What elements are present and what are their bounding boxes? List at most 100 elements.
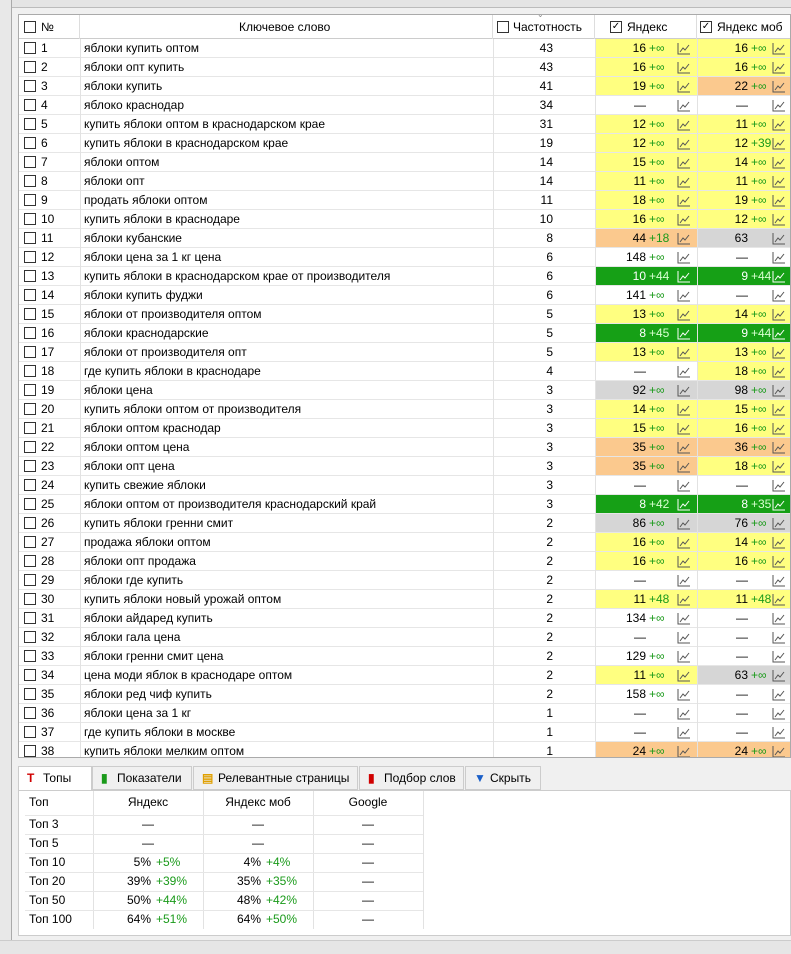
row-checkbox[interactable] xyxy=(24,327,36,339)
chart-icon[interactable] xyxy=(772,137,786,150)
chart-icon[interactable] xyxy=(677,517,691,530)
row-checkbox[interactable] xyxy=(24,270,36,282)
chart-icon[interactable] xyxy=(772,213,786,226)
chart-icon[interactable] xyxy=(677,422,691,435)
row-checkbox[interactable] xyxy=(24,213,36,225)
chart-icon[interactable] xyxy=(772,650,786,663)
left-splitter[interactable] xyxy=(0,0,12,940)
header-keyword[interactable]: Ключевое слово xyxy=(239,20,331,34)
chart-icon[interactable] xyxy=(772,422,786,435)
chart-icon[interactable] xyxy=(677,441,691,454)
row-checkbox[interactable] xyxy=(24,422,36,434)
chart-icon[interactable] xyxy=(677,460,691,473)
chart-icon[interactable] xyxy=(772,251,786,264)
row-checkbox[interactable] xyxy=(24,232,36,244)
tab[interactable]: ▮ Подбор слов xyxy=(359,766,464,790)
chart-icon[interactable] xyxy=(677,498,691,511)
chart-icon[interactable] xyxy=(677,61,691,74)
chart-icon[interactable] xyxy=(677,137,691,150)
row-checkbox[interactable] xyxy=(24,42,36,54)
row-checkbox[interactable] xyxy=(24,593,36,605)
chart-icon[interactable] xyxy=(772,289,786,302)
chart-icon[interactable] xyxy=(772,631,786,644)
row-checkbox[interactable] xyxy=(24,251,36,263)
chart-icon[interactable] xyxy=(677,688,691,701)
tab[interactable]: ▤ Релевантные страницы xyxy=(193,766,358,790)
row-checkbox[interactable] xyxy=(24,650,36,662)
row-checkbox[interactable] xyxy=(24,631,36,643)
row-checkbox[interactable] xyxy=(24,479,36,491)
chart-icon[interactable] xyxy=(772,156,786,169)
chart-icon[interactable] xyxy=(677,365,691,378)
row-checkbox[interactable] xyxy=(24,574,36,586)
chart-icon[interactable] xyxy=(772,555,786,568)
row-checkbox[interactable] xyxy=(24,80,36,92)
row-checkbox[interactable] xyxy=(24,365,36,377)
chart-icon[interactable] xyxy=(772,384,786,397)
chart-icon[interactable] xyxy=(677,251,691,264)
chart-icon[interactable] xyxy=(677,536,691,549)
chart-icon[interactable] xyxy=(772,327,786,340)
row-checkbox[interactable] xyxy=(24,61,36,73)
chart-icon[interactable] xyxy=(772,707,786,720)
tab[interactable]: ▼ Скрыть xyxy=(465,766,541,790)
row-checkbox[interactable] xyxy=(24,156,36,168)
chart-icon[interactable] xyxy=(772,517,786,530)
chart-icon[interactable] xyxy=(677,346,691,359)
row-checkbox[interactable] xyxy=(24,289,36,301)
row-checkbox[interactable] xyxy=(24,384,36,396)
chart-icon[interactable] xyxy=(772,593,786,606)
chart-icon[interactable] xyxy=(772,232,786,245)
frequency-checkbox[interactable] xyxy=(497,21,509,33)
chart-icon[interactable] xyxy=(677,270,691,283)
tab-label[interactable]: Подбор слов xyxy=(384,771,456,785)
chart-icon[interactable] xyxy=(677,327,691,340)
row-checkbox[interactable] xyxy=(24,517,36,529)
row-checkbox[interactable] xyxy=(24,707,36,719)
chart-icon[interactable] xyxy=(772,460,786,473)
chart-icon[interactable] xyxy=(677,213,691,226)
chart-icon[interactable] xyxy=(677,707,691,720)
chart-icon[interactable] xyxy=(677,745,691,758)
row-checkbox[interactable] xyxy=(24,536,36,548)
tab-label[interactable]: Показатели xyxy=(117,771,182,785)
chart-icon[interactable] xyxy=(677,384,691,397)
chart-icon[interactable] xyxy=(677,156,691,169)
row-checkbox[interactable] xyxy=(24,403,36,415)
chart-icon[interactable] xyxy=(772,80,786,93)
tab[interactable]: ▮ Показатели xyxy=(92,766,192,790)
chart-icon[interactable] xyxy=(772,365,786,378)
chart-icon[interactable] xyxy=(677,80,691,93)
chart-icon[interactable] xyxy=(677,194,691,207)
engine-checkbox[interactable]: ✓ xyxy=(610,21,622,33)
chart-icon[interactable] xyxy=(677,631,691,644)
chart-icon[interactable] xyxy=(677,42,691,55)
row-checkbox[interactable] xyxy=(24,441,36,453)
chart-icon[interactable] xyxy=(677,612,691,625)
row-checkbox[interactable] xyxy=(24,99,36,111)
chart-icon[interactable] xyxy=(772,726,786,739)
header-yandex[interactable]: Яндекс xyxy=(627,20,668,34)
chart-icon[interactable] xyxy=(772,669,786,682)
chart-icon[interactable] xyxy=(677,650,691,663)
chart-icon[interactable] xyxy=(772,745,786,758)
chart-icon[interactable] xyxy=(772,441,786,454)
tab[interactable]: T Топы xyxy=(18,766,92,790)
chart-icon[interactable] xyxy=(677,308,691,321)
chart-icon[interactable] xyxy=(677,593,691,606)
chart-icon[interactable] xyxy=(772,612,786,625)
chart-icon[interactable] xyxy=(677,726,691,739)
header-yandex_mob[interactable]: Яндекс моб xyxy=(717,20,783,34)
header-number[interactable]: № xyxy=(41,20,54,34)
row-checkbox[interactable] xyxy=(24,137,36,149)
chart-icon[interactable] xyxy=(677,99,691,112)
chart-icon[interactable] xyxy=(677,555,691,568)
row-checkbox[interactable] xyxy=(24,194,36,206)
chart-icon[interactable] xyxy=(772,688,786,701)
row-checkbox[interactable] xyxy=(24,498,36,510)
row-checkbox[interactable] xyxy=(24,175,36,187)
chart-icon[interactable] xyxy=(772,308,786,321)
chart-icon[interactable] xyxy=(677,232,691,245)
row-checkbox[interactable] xyxy=(24,346,36,358)
row-checkbox[interactable] xyxy=(24,688,36,700)
